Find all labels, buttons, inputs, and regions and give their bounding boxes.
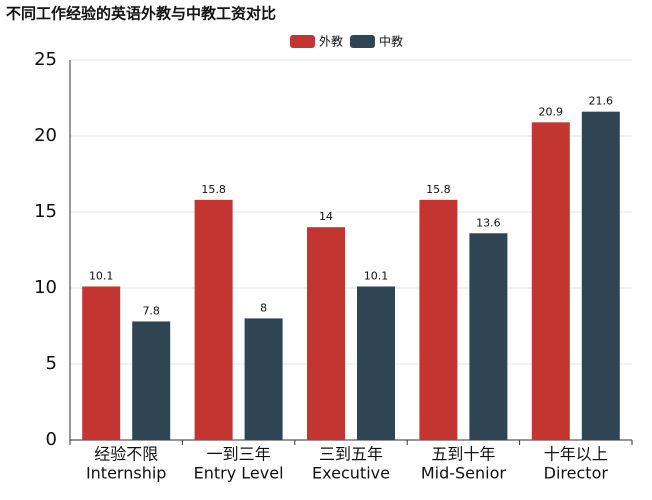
- value-label: 10.1: [364, 269, 389, 282]
- x-tick-label: Mid-Senior: [421, 464, 507, 483]
- bar: [244, 318, 283, 440]
- x-tick-label: 一到三年: [207, 445, 271, 464]
- x-tick-label: Internship: [86, 464, 167, 483]
- value-label: 20.9: [539, 105, 564, 118]
- y-tick-label: 15: [34, 201, 57, 222]
- bar: [194, 199, 233, 440]
- value-label: 8: [260, 301, 267, 314]
- y-tick-label: 0: [46, 429, 57, 450]
- x-tick-label: Entry Level: [194, 464, 284, 483]
- y-tick-label: 5: [46, 353, 57, 374]
- value-label: 10.1: [89, 269, 114, 282]
- bar: [581, 111, 620, 441]
- legend-swatch: [290, 35, 315, 48]
- y-tick-label: 10: [34, 277, 57, 298]
- bar: [469, 233, 508, 440]
- value-label: 21.6: [589, 95, 614, 108]
- y-tick-label: 20: [34, 125, 57, 146]
- value-label: 13.6: [476, 216, 501, 229]
- bar: [307, 227, 345, 440]
- y-tick-label: 25: [34, 49, 57, 70]
- legend-swatch: [350, 35, 375, 48]
- x-tick-label: Executive: [312, 464, 390, 483]
- value-label: 14: [319, 210, 333, 223]
- value-label: 7.8: [142, 304, 160, 317]
- value-label: 15.8: [426, 183, 451, 196]
- legend-label: 外教: [319, 34, 343, 49]
- bar: [82, 286, 121, 440]
- x-tick-label: Director: [544, 464, 609, 483]
- x-tick-label: 三到五年: [319, 445, 383, 464]
- bar: [531, 122, 570, 440]
- bar: [419, 199, 458, 440]
- legend-label: 中教: [379, 34, 403, 49]
- x-tick-label: 十年以上: [544, 445, 608, 464]
- x-tick-label: 五到十年: [431, 445, 495, 464]
- value-label: 15.8: [201, 183, 226, 196]
- bar: [357, 286, 395, 440]
- chart-title: 不同工作经验的英语外教与中教工资对比: [6, 5, 276, 23]
- bar: [132, 321, 171, 440]
- x-tick-label: 经验不限: [94, 445, 158, 464]
